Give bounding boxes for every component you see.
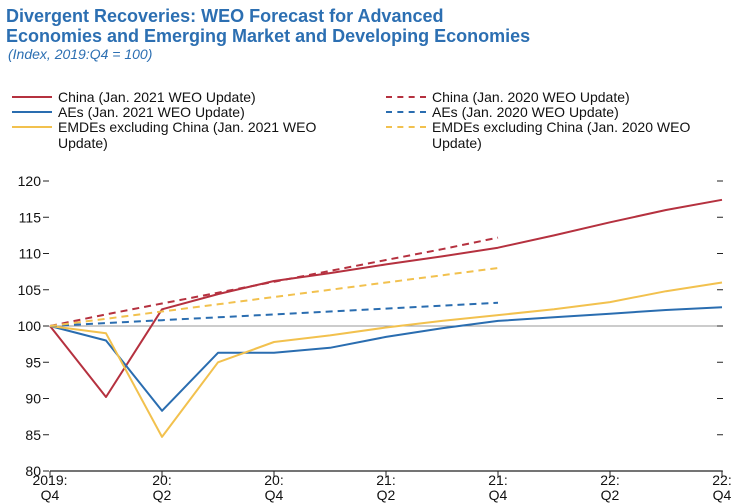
y-tick-label: 105 xyxy=(18,282,42,298)
y-tick-label: 110 xyxy=(19,246,42,262)
y-tick-label: 80 xyxy=(25,463,41,479)
x-tick-label-year: 21: xyxy=(376,472,395,488)
legend-swatch-china-2020 xyxy=(386,96,426,98)
x-tick-label-quarter: Q2 xyxy=(601,487,620,503)
y-tick-label: 90 xyxy=(25,391,41,407)
chart-title-line-2: Economies and Emerging Market and Develo… xyxy=(6,26,531,46)
x-tick-label-year: 22: xyxy=(712,472,731,488)
y-tick-label: 115 xyxy=(19,209,42,225)
legend-swatch-china-2021 xyxy=(12,96,52,98)
legend-swatch-aes-2021 xyxy=(12,111,52,113)
y-tick-label: 95 xyxy=(25,354,41,370)
legend-item-china-2020: China (Jan. 2020 WEO Update) xyxy=(386,89,736,107)
chart-axes: 808590951001051101151202019:Q420:Q220:Q4… xyxy=(18,173,732,503)
legend-label-aes-2021: AEs (Jan. 2021 WEO Update) xyxy=(58,104,245,120)
y-tick-label: 120 xyxy=(18,173,42,189)
series-line-china-jan-2020-weo-update xyxy=(49,236,499,327)
y-tick-label: 85 xyxy=(25,427,41,443)
legend-item-aes-2021: AEs (Jan. 2021 WEO Update) xyxy=(12,104,372,122)
x-tick-label-quarter: Q4 xyxy=(489,487,508,503)
x-tick-label-quarter: Q2 xyxy=(153,487,172,503)
chart-title-line-1: Divergent Recoveries: WEO Forecast for A… xyxy=(6,6,444,26)
x-tick-label-quarter: Q4 xyxy=(713,487,732,503)
y-tick-label: 100 xyxy=(18,318,42,334)
series-line-emdes-excluding-china-jan-2020-weo-update xyxy=(49,267,499,327)
x-tick-label-year: 20: xyxy=(264,472,283,488)
legend-item-china-2021: China (Jan. 2021 WEO Update) xyxy=(12,89,372,107)
legend-item-emdes-2020: EMDEs excluding China (Jan. 2020 WEO Upd… xyxy=(386,119,736,155)
x-tick-label-year: 21: xyxy=(488,472,507,488)
series-line-china-jan-2021-weo-update xyxy=(49,198,723,398)
legend-swatch-emdes-2021 xyxy=(12,126,52,128)
legend-label-emdes-2021: EMDEs excluding China (Jan. 2021 WEO Upd… xyxy=(58,119,317,151)
legend-label-aes-2020: AEs (Jan. 2020 WEO Update) xyxy=(432,104,619,120)
x-tick-label-quarter: Q4 xyxy=(41,487,60,503)
chart-subtitle: (Index, 2019:Q4 = 100) xyxy=(8,46,153,62)
x-tick-label-year: 20: xyxy=(152,472,171,488)
legend-label-china-2021: China (Jan. 2021 WEO Update) xyxy=(58,89,256,105)
chart-title: Divergent Recoveries: WEO Forecast for A… xyxy=(6,6,734,46)
x-tick-label-year: 22: xyxy=(600,472,619,488)
legend-swatch-aes-2020 xyxy=(386,111,426,113)
chart-series xyxy=(49,198,723,438)
series-line-emdes-excluding-china-jan-2021-weo-update xyxy=(49,281,723,438)
series-line-aes-jan-2020-weo-update xyxy=(49,301,499,327)
legend-label-emdes-2020: EMDEs excluding China (Jan. 2020 WEO Upd… xyxy=(432,119,691,151)
legend-swatch-emdes-2020 xyxy=(386,126,426,128)
x-tick-label-year: 2019: xyxy=(32,472,67,488)
legend-label-china-2020: China (Jan. 2020 WEO Update) xyxy=(432,89,630,105)
series-line-aes-jan-2021-weo-update xyxy=(49,306,723,412)
x-tick-label-quarter: Q4 xyxy=(265,487,284,503)
legend-item-emdes-2021: EMDEs excluding China (Jan. 2021 WEO Upd… xyxy=(12,119,372,155)
legend-item-aes-2020: AEs (Jan. 2020 WEO Update) xyxy=(386,104,736,122)
x-tick-label-quarter: Q2 xyxy=(377,487,396,503)
